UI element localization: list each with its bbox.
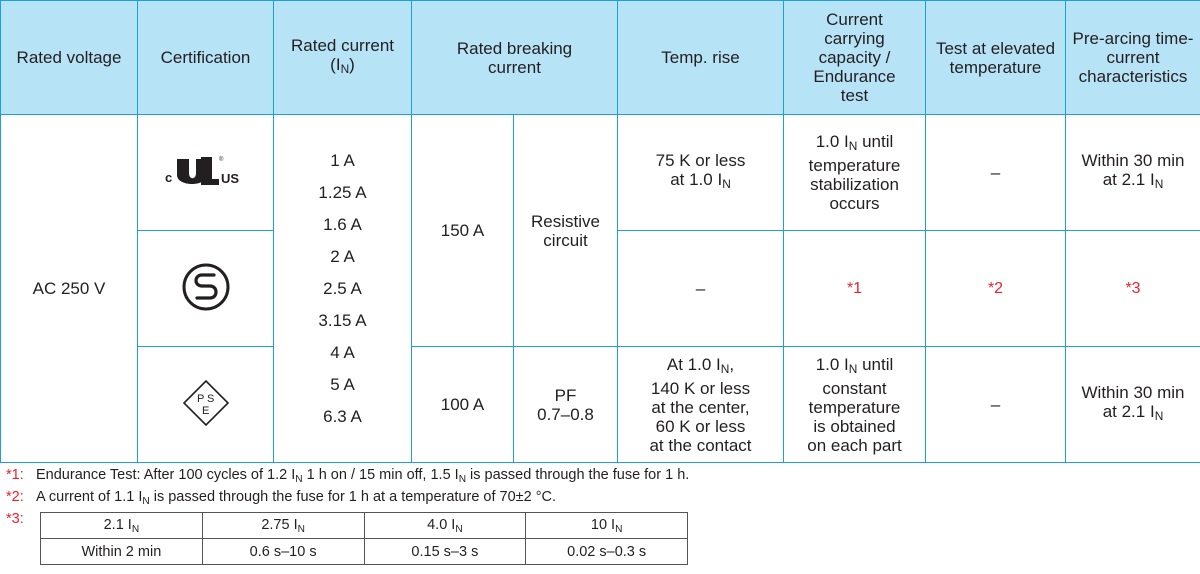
- list-item: 5 A: [330, 374, 355, 394]
- list-item: 6.3 A: [323, 406, 362, 426]
- list-item: 3.15 A: [318, 310, 367, 330]
- pre-arcing-value: 0.6 s–10 s: [201, 538, 365, 565]
- note-mark: *3:: [6, 511, 24, 527]
- table-row: P S E 100 A PF 0.7–0.8 At 1.0 IN, 140 K …: [1, 346, 1200, 463]
- breaking-100-cell: 100 A: [411, 346, 514, 463]
- pre-arcing-header: 2.1 IN: [40, 512, 203, 539]
- fuse-spec-table: Rated voltage Certification Rated curren…: [0, 0, 1200, 463]
- pre-arcing-pse-cell: Within 30 min at 2.1 IN: [1065, 346, 1200, 463]
- header-rated-current-sym: (IN): [330, 55, 355, 76]
- pre-arcing-ul-cell: Within 30 min at 2.1 IN: [1065, 114, 1200, 231]
- pre-arcing-header: 2.75 IN: [201, 512, 365, 539]
- cert-cell-s: [137, 230, 274, 347]
- pre-arcing-header: 4.0 IN: [363, 512, 527, 539]
- elevated-ul-cell: –: [925, 114, 1066, 231]
- carrying-pse-cell: 1.0 IN until constant temperature is obt…: [783, 346, 926, 463]
- note-text: A current of 1.1 IN is passed through th…: [36, 489, 557, 507]
- pre-arcing-s-cell: *3: [1065, 230, 1200, 347]
- svg-text:®: ®: [219, 156, 224, 163]
- table-row: AC 250 V c US ® 1 A 1.25 A 1.6 A 2 A 2.5…: [0, 114, 1200, 463]
- ul-cul-mark-icon: c US ®: [165, 156, 239, 186]
- list-item: 2.5 A: [323, 278, 362, 298]
- svg-text:P: P: [197, 393, 204, 405]
- table-row: 2.1 IN 2.75 IN 4.0 IN 10 IN: [40, 512, 688, 539]
- carrying-s-cell: *1: [783, 230, 926, 347]
- svg-text:S: S: [207, 393, 214, 405]
- elevated-s-cell: *2: [925, 230, 1066, 347]
- list-item: 1 A: [330, 150, 355, 170]
- header-rated-current: Rated current (IN): [273, 0, 412, 115]
- temp-rise-pse-cell: At 1.0 IN, 140 K or less at the center, …: [617, 346, 784, 463]
- note-text: Endurance Test: After 100 cycles of 1.2 …: [36, 467, 690, 485]
- breaking-150-cell: 150 A: [411, 114, 514, 347]
- table-row: Within 2 min 0.6 s–10 s 0.15 s–3 s 0.02 …: [40, 538, 688, 565]
- rated-voltage-cell: AC 250 V: [0, 114, 138, 463]
- header-temp-rise: Temp. rise: [617, 0, 784, 115]
- svg-text:US: US: [221, 171, 239, 186]
- pse-mark-icon: P S E: [182, 379, 229, 426]
- header-rated-current-label: Rated current: [291, 36, 394, 55]
- pre-arcing-table: 2.1 IN 2.75 IN 4.0 IN 10 IN Within 2 min…: [40, 512, 688, 565]
- note-1: *1: Endurance Test: After 100 cycles of 1…: [6, 466, 689, 489]
- pre-arcing-value: 0.02 s–0.3 s: [525, 538, 688, 565]
- header-rated-breaking: Rated breaking current: [411, 0, 618, 115]
- note-3: *3:: [6, 510, 36, 528]
- rated-current-list: 1 A 1.25 A 1.6 A 2 A 2.5 A 3.15 A 4 A 5 …: [273, 114, 412, 463]
- cert-cell-pse: P S E: [137, 346, 274, 463]
- svg-text:E: E: [202, 405, 209, 417]
- header-certification: Certification: [137, 0, 274, 115]
- list-item: 2 A: [330, 246, 355, 266]
- list-item: 1.6 A: [323, 214, 362, 234]
- header-row: Rated voltage Certification Rated curren…: [0, 0, 1200, 115]
- circuit-pf-cell: PF 0.7–0.8: [513, 346, 618, 463]
- pre-arcing-value: 0.15 s–3 s: [363, 538, 527, 565]
- header-current-carrying: Current carrying capacity / Endurance te…: [783, 0, 926, 115]
- elevated-pse-cell: –: [925, 346, 1066, 463]
- circuit-resistive-cell: Resistive circuit: [513, 114, 618, 347]
- carrying-ul-cell: 1.0 IN until temperature stabilization o…: [783, 114, 926, 231]
- cert-cell-ul: c US ®: [137, 114, 274, 231]
- note-mark: *2:: [6, 489, 24, 505]
- svg-text:c: c: [165, 170, 172, 185]
- temp-rise-ul-cell: 75 K or less at 1.0 IN: [617, 114, 784, 231]
- list-item: 4 A: [330, 342, 355, 362]
- list-item: 1.25 A: [318, 182, 367, 202]
- s-mark-icon: [182, 263, 229, 310]
- pre-arcing-header: 10 IN: [525, 512, 688, 539]
- note-mark: *1:: [6, 467, 24, 483]
- header-pre-arcing: Pre-arcing time-current characteristics: [1065, 0, 1200, 115]
- header-rated-voltage: Rated voltage: [0, 0, 138, 115]
- temp-rise-s-cell: –: [617, 230, 784, 347]
- header-test-elevated: Test at elevated temperature: [925, 0, 1066, 115]
- note-2: *2: A current of 1.1 IN is passed through…: [6, 488, 556, 511]
- pre-arcing-value: Within 2 min: [40, 538, 203, 565]
- table-row: – *1 *2 *3: [1, 230, 1200, 347]
